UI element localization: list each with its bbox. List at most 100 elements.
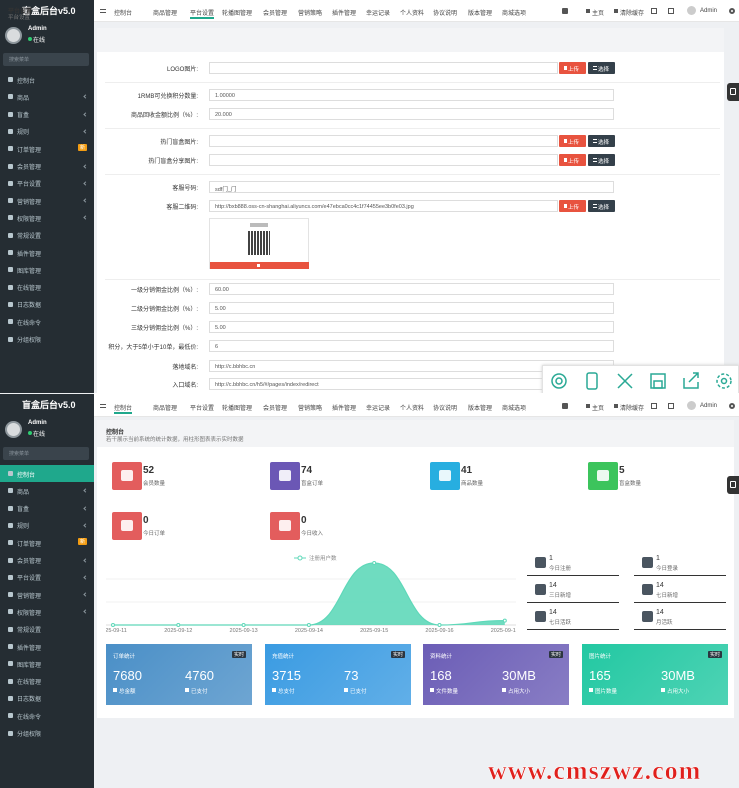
- input[interactable]: [209, 154, 558, 166]
- upload-button[interactable]: 上传: [559, 135, 586, 147]
- nav-tab[interactable]: 控制台: [114, 11, 133, 17]
- delete-button[interactable]: [210, 262, 309, 269]
- menu-item[interactable]: 分组权限: [0, 331, 94, 348]
- menu-item[interactable]: 在线命令: [0, 313, 94, 330]
- select-button[interactable]: 选择: [588, 154, 615, 166]
- nav-clear-cache[interactable]: 清除缓存: [620, 11, 645, 17]
- nav-user[interactable]: Admin: [700, 403, 718, 409]
- menu-item[interactable]: 在线管理: [0, 673, 94, 690]
- toolbar-button[interactable]: [650, 373, 666, 389]
- nav-icon: [668, 403, 674, 409]
- menu-item[interactable]: 在线管理: [0, 279, 94, 296]
- nav-tab[interactable]: 轮播图管理: [222, 11, 253, 17]
- input[interactable]: http://c.bbhbc.cn/h5/#/pages/index/redir…: [209, 378, 614, 390]
- toolbar-button[interactable]: [551, 373, 567, 389]
- nav-tab[interactable]: 幸运记录: [366, 11, 391, 17]
- nav-tab[interactable]: 营销策略: [298, 406, 323, 412]
- upload-button[interactable]: 上传: [559, 200, 586, 212]
- nav-tab[interactable]: 幸运记录: [366, 406, 391, 412]
- input[interactable]: 6: [209, 340, 614, 352]
- nav-tab[interactable]: 插件管理: [332, 406, 357, 412]
- nav-tab[interactable]: 个人资料: [400, 11, 425, 17]
- upload-button[interactable]: 上传: [559, 62, 586, 74]
- nav-tab[interactable]: 个人资料: [400, 406, 425, 412]
- menu-item[interactable]: 订单管理 新: [0, 140, 94, 157]
- menu-item[interactable]: 在线命令: [0, 707, 94, 724]
- menu-item[interactable]: 平台设置: [0, 569, 94, 586]
- nav-tab[interactable]: 版本管理: [468, 406, 493, 412]
- nav-tab[interactable]: 会员管理: [263, 406, 288, 412]
- menu-label: 控制台: [17, 472, 36, 479]
- nav-tab[interactable]: 商品管理: [153, 11, 178, 17]
- menu-item[interactable]: 常规设置: [0, 227, 94, 244]
- nav-tab[interactable]: 会员管理: [263, 11, 288, 17]
- menu-item[interactable]: 盲盒: [0, 500, 94, 517]
- input[interactable]: 1.00000: [209, 89, 614, 101]
- float-tab[interactable]: [727, 476, 739, 494]
- menu-item[interactable]: 订单管理 新: [0, 534, 94, 551]
- nav-tab[interactable]: 商城选项: [502, 406, 527, 412]
- search-box[interactable]: 搜索菜单: [3, 447, 89, 460]
- menu-item[interactable]: 日志数据: [0, 690, 94, 707]
- toolbar-button[interactable]: [586, 372, 598, 390]
- select-button[interactable]: 选择: [588, 135, 615, 147]
- menu-item[interactable]: 权限管理: [0, 603, 94, 620]
- input[interactable]: [209, 62, 558, 74]
- nav-tab[interactable]: 版本管理: [468, 11, 493, 17]
- menu-item[interactable]: 插件管理: [0, 244, 94, 261]
- menu-item[interactable]: 图库管理: [0, 655, 94, 672]
- nav-tab[interactable]: 协议说明: [433, 11, 458, 17]
- float-tab[interactable]: [727, 83, 739, 101]
- menu-item[interactable]: 会员管理: [0, 552, 94, 569]
- hamburger[interactable]: [100, 404, 106, 408]
- hamburger[interactable]: [100, 9, 106, 13]
- menu-item[interactable]: 商品: [0, 88, 94, 105]
- nav-home[interactable]: 主页: [592, 406, 605, 412]
- toolbar-button[interactable]: [683, 372, 699, 389]
- menu-item[interactable]: 控制台: [0, 71, 94, 88]
- nav-tab[interactable]: 插件管理: [332, 11, 357, 17]
- menu-item[interactable]: 日志数据: [0, 296, 94, 313]
- select-button[interactable]: 选择: [588, 200, 615, 212]
- menu-item[interactable]: 插件管理: [0, 638, 94, 655]
- menu-item[interactable]: 平台设置: [0, 175, 94, 192]
- input[interactable]: sdf门_门: [209, 181, 614, 193]
- input[interactable]: 60.00: [209, 283, 614, 295]
- nav-home[interactable]: 主页: [592, 11, 605, 17]
- menu-item[interactable]: 营销管理: [0, 192, 94, 209]
- nav-user[interactable]: Admin: [700, 8, 718, 14]
- menu-item[interactable]: 权限管理: [0, 209, 94, 226]
- menu-item[interactable]: 商品: [0, 482, 94, 499]
- nav-tab[interactable]: 轮播图管理: [222, 406, 253, 412]
- menu-item[interactable]: 分组权限: [0, 725, 94, 742]
- input[interactable]: 5.00: [209, 321, 614, 333]
- input[interactable]: [209, 135, 558, 147]
- upload-button[interactable]: 上传: [559, 154, 586, 166]
- nav-tab[interactable]: 商品管理: [153, 406, 178, 412]
- toolbar-button[interactable]: [617, 373, 633, 389]
- nav-tab[interactable]: 营销策略: [298, 11, 323, 17]
- menu-item[interactable]: 规则: [0, 123, 94, 140]
- menu-item[interactable]: 会员管理: [0, 158, 94, 175]
- menu-item[interactable]: 控制台: [0, 465, 94, 482]
- input[interactable]: 5.00: [209, 302, 614, 314]
- menu-item[interactable]: 盲盒: [0, 106, 94, 123]
- input-value: 5.00: [215, 305, 226, 312]
- menu-item[interactable]: 规则: [0, 517, 94, 534]
- select-button[interactable]: 选择: [588, 62, 615, 74]
- nav-tab[interactable]: 商城选项: [502, 11, 527, 17]
- toolbar-button[interactable]: [716, 373, 732, 389]
- input[interactable]: 20.000: [209, 108, 614, 120]
- menu-item[interactable]: 图库管理: [0, 261, 94, 278]
- input[interactable]: http://bxb888.oss-cn-shanghai.aliyuncs.c…: [209, 200, 558, 212]
- nav-clear-cache[interactable]: 清除缓存: [620, 406, 645, 412]
- nav-tab[interactable]: 协议说明: [433, 406, 458, 412]
- nav-tab[interactable]: 平台设置: [190, 406, 215, 412]
- menu-item[interactable]: 常规设置: [0, 621, 94, 638]
- panel-title[interactable]: 平台设置: [8, 9, 33, 15]
- search-box[interactable]: 搜索菜单: [3, 53, 89, 66]
- menu-item[interactable]: 营销管理: [0, 586, 94, 603]
- panel-subtitle[interactable]: 平台设置: [8, 15, 31, 21]
- nav-tab[interactable]: 控制台: [114, 403, 133, 414]
- nav-tab[interactable]: 平台设置: [190, 8, 215, 19]
